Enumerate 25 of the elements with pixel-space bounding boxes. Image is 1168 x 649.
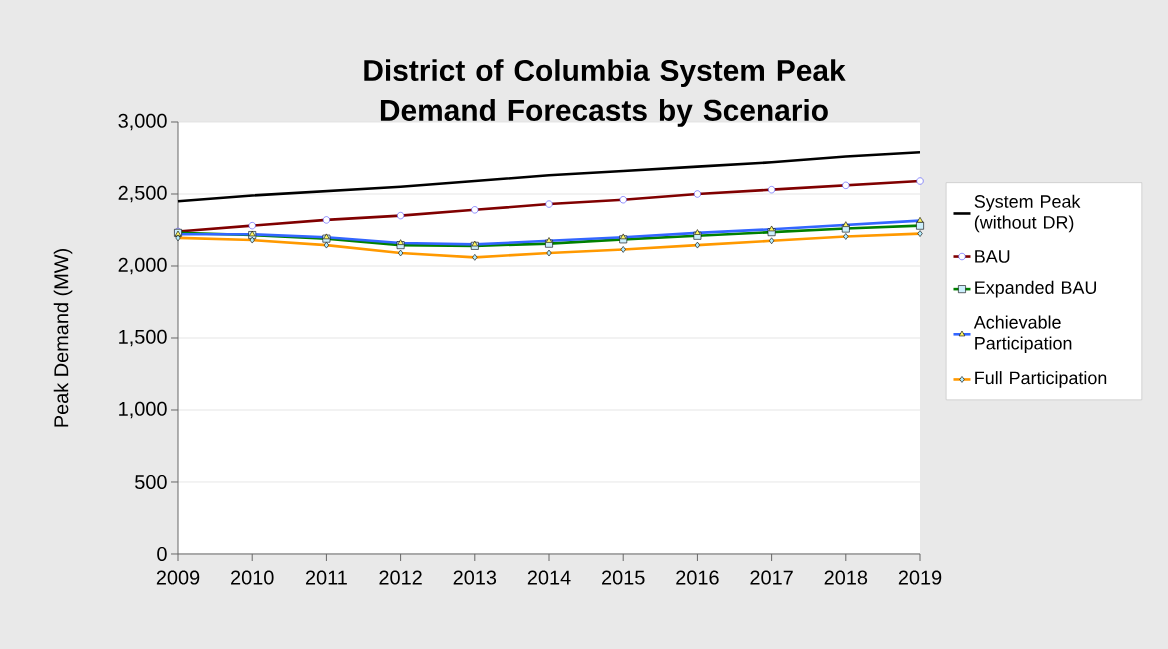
y-tick-label: 1,000 [119, 401, 167, 419]
chart-title: District of Columbia System Peak Demand Forecasts by Scenario [364, 59, 846, 127]
y-tick-label: 2,500 [118, 185, 167, 203]
x-tick-label: 2009 [156, 570, 200, 585]
y-tick-label: 0 [157, 546, 167, 562]
x-tick-label: 2014 [527, 570, 571, 585]
x-tick-label: 2013 [453, 570, 497, 585]
x-tick-label: 2012 [379, 570, 422, 585]
x-tick-label: 2017 [750, 570, 793, 585]
x-tick-label: 2019 [898, 570, 942, 585]
x-tick-label: 2018 [824, 570, 868, 585]
legend-label: Full Participation [975, 371, 1107, 388]
legend-label: System Peak (without DR) [974, 194, 1081, 233]
y-axis-title: Peak Demand (MW) [53, 249, 73, 427]
legend-label: Expanded BAU [975, 280, 1096, 298]
y-tick-label: 2,000 [118, 257, 167, 275]
legend-label: BAU [975, 250, 1010, 263]
y-tick-label: 500 [135, 474, 167, 490]
x-tick-label: 2011 [305, 570, 347, 585]
y-tick-label: 3,000 [118, 113, 167, 131]
x-tick-label: 2015 [602, 570, 645, 585]
y-tick-label: 1,500 [119, 329, 167, 347]
legend-label: Achievable Participation [973, 315, 1072, 354]
x-tick-label: 2016 [676, 570, 719, 585]
x-tick-label: 2010 [231, 570, 274, 585]
